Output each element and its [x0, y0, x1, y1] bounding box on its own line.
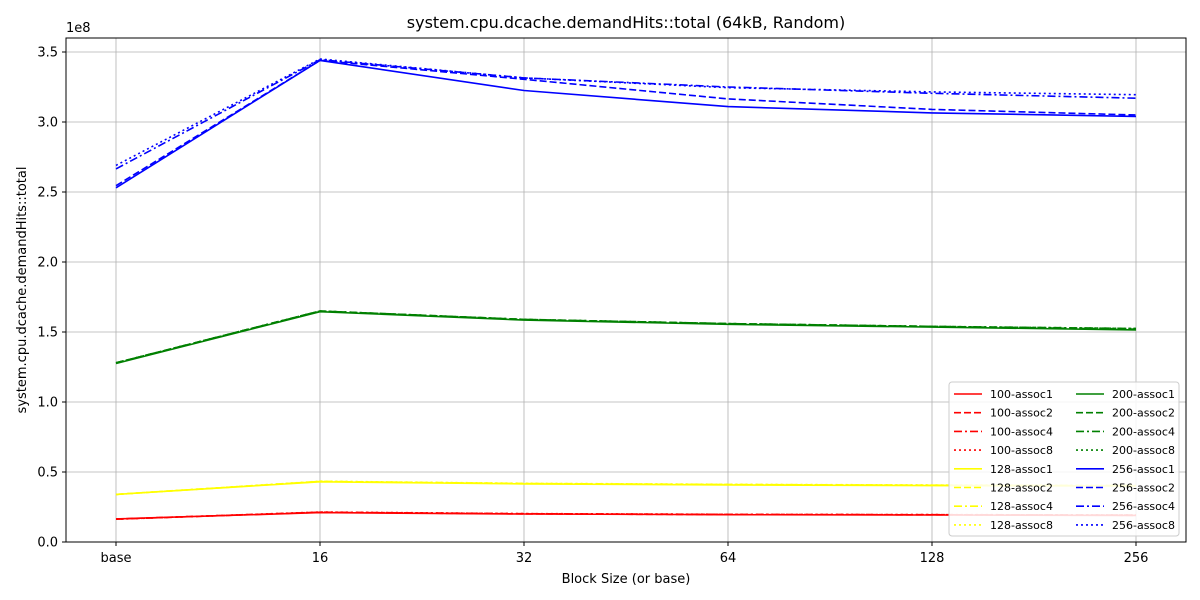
series-line-200-assoc1: [115, 310, 1137, 365]
series-line-200-assoc4: [115, 310, 1137, 364]
legend-label-100-assoc2: 100-assoc2: [990, 407, 1053, 420]
x-tick-label: 128: [920, 551, 945, 566]
series-line-200-assoc8: [115, 310, 1137, 364]
y-tick-label: 1.0: [37, 396, 58, 411]
x-tick-label: 32: [516, 551, 533, 566]
series-line-256-assoc1: [115, 59, 1137, 189]
series-line-256-assoc4: [115, 58, 1137, 170]
y-axis-label: system.cpu.dcache.demandHits::total: [15, 167, 30, 414]
legend-frame: [948, 381, 1180, 537]
legend-label-200-assoc8: 200-assoc8: [1112, 444, 1175, 457]
legend-label-256-assoc8: 256-assoc8: [1112, 519, 1175, 532]
series-line-200-assoc2: [115, 310, 1137, 364]
y-axis-multiplier: 1e8: [66, 21, 91, 36]
y-tick-label: 0.5: [37, 466, 58, 481]
legend: 100-assoc1 100-assoc2 100-assoc4 100-assoc8…: [948, 381, 1180, 537]
legend-label-200-assoc4: 200-assoc4: [1112, 425, 1175, 438]
series-line-256-assoc2: [115, 59, 1137, 187]
legend-label-200-assoc1: 200-assoc1: [1112, 388, 1175, 401]
legend-label-128-assoc4: 128-assoc4: [990, 500, 1053, 513]
legend-label-100-assoc1: 100-assoc1: [990, 388, 1053, 401]
y-tick-label: 0.0: [37, 536, 58, 551]
x-axis-label: Block Size (or base): [562, 572, 691, 587]
y-tick-label: 2.0: [37, 256, 58, 271]
y-tick-label: 3.0: [37, 116, 58, 131]
legend-label-200-assoc2: 200-assoc2: [1112, 407, 1175, 420]
x-tick-label: base: [101, 551, 132, 566]
x-tick-label: 64: [720, 551, 737, 566]
legend-label-100-assoc4: 100-assoc4: [990, 425, 1053, 438]
x-tick-label: 16: [312, 551, 329, 566]
y-tick-label: 1.5: [37, 326, 58, 341]
y-axis: 0.0 0.5 1.0 1.5 2.0 2.5 3.0 3.5: [37, 46, 66, 551]
y-tick-label: 2.5: [37, 186, 58, 201]
legend-label-128-assoc2: 128-assoc2: [990, 482, 1053, 495]
legend-label-256-assoc1: 256-assoc1: [1112, 463, 1175, 476]
legend-label-100-assoc8: 100-assoc8: [990, 444, 1053, 457]
legend-label-128-assoc8: 128-assoc8: [990, 519, 1053, 532]
y-tick-label: 3.5: [37, 46, 58, 61]
series-line-256-assoc8: [115, 58, 1137, 167]
x-axis: base 16 32 64 128 256: [101, 542, 1149, 566]
grid-lines: [66, 38, 1186, 543]
legend-label-256-assoc4: 256-assoc4: [1112, 500, 1175, 513]
legend-label-128-assoc1: 128-assoc1: [990, 463, 1053, 476]
plot-frame: [65, 37, 1187, 543]
legend-label-256-assoc2: 256-assoc2: [1112, 482, 1175, 495]
chart-title: system.cpu.dcache.demandHits::total (64k…: [407, 13, 845, 32]
x-tick-label: 256: [1124, 551, 1149, 566]
